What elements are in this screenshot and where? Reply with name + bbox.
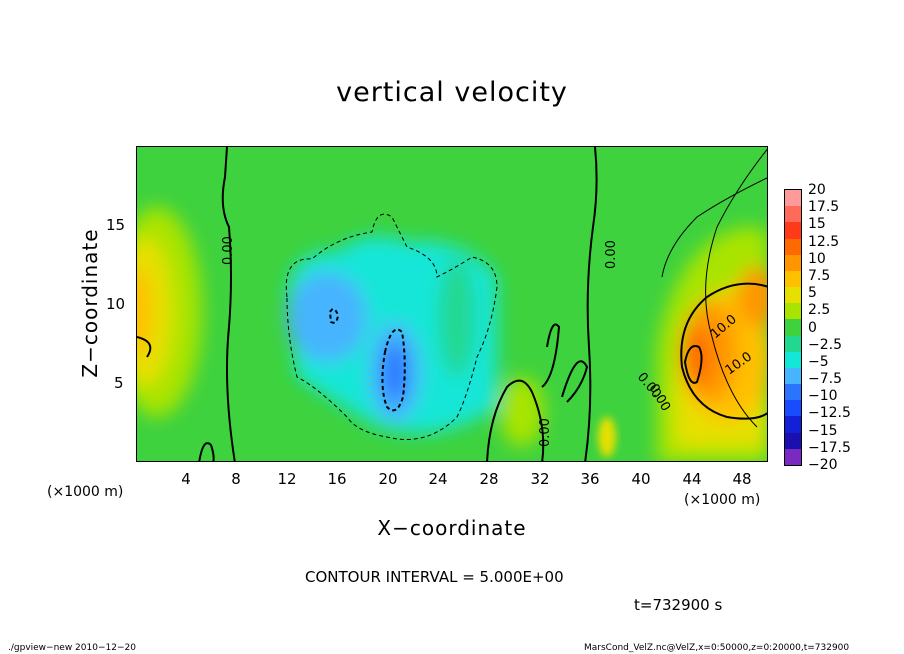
negative-contour-outer xyxy=(285,213,498,440)
x-tick-label: 16 xyxy=(327,470,347,488)
downdraft-right-lobe xyxy=(439,257,475,377)
zero-contour-right xyxy=(584,147,598,461)
zero-contour-left xyxy=(221,147,236,461)
x-tick-label: 20 xyxy=(378,470,398,488)
colorbar-label: 2.5 xyxy=(808,302,831,319)
colorbar-segment xyxy=(785,270,801,288)
x-tick-label: 28 xyxy=(479,470,499,488)
zero-contour-left-edge xyxy=(137,336,152,358)
contour-right-outer xyxy=(705,148,767,428)
footer-file-info: MarsCond_VelZ.nc@VelZ,x=0:50000,z=0:2000… xyxy=(584,643,850,653)
plot-area: 0.00 0.00 0.00 0.00 0.00 10.0 10.0 xyxy=(136,146,768,462)
colorbar-label: −2.5 xyxy=(808,336,842,353)
colorbar-segment xyxy=(785,351,801,369)
colorbar-label: −17.5 xyxy=(808,439,851,456)
negative-contour-small xyxy=(328,308,340,324)
colorbar-segment xyxy=(785,416,801,434)
colorbar-segment xyxy=(785,190,801,207)
y-tick-label: 5 xyxy=(114,374,124,392)
velocity-heatmap: 0.00 0.00 0.00 0.00 0.00 10.0 10.0 xyxy=(137,147,767,461)
colorbar-segment xyxy=(785,303,801,320)
contour-label-2: 0.00 xyxy=(604,240,619,269)
contour-interval-text: CONTOUR INTERVAL = 5.000E+00 xyxy=(305,568,564,586)
zero-contour-bottom xyxy=(198,442,215,461)
x-unit-label-left: (×1000 m) xyxy=(47,484,124,500)
colorbar-segment xyxy=(785,206,801,223)
contour-5-upper xyxy=(661,177,767,278)
colorbar-label: 20 xyxy=(808,182,826,198)
right-edge-warm xyxy=(737,267,767,327)
y-tick-label: 10 xyxy=(106,295,126,313)
colorbar-label: −20 xyxy=(808,457,838,473)
colorbar-label: −12.5 xyxy=(808,405,851,422)
colorbar-label: −5 xyxy=(808,353,829,370)
left-updraft-core xyxy=(137,267,152,357)
colorbar-segment xyxy=(785,448,801,466)
x-tick-label: 24 xyxy=(428,470,448,488)
x-tick-label: 12 xyxy=(277,470,297,488)
colorbar-label: 7.5 xyxy=(808,267,831,284)
colorbar-label: 15 xyxy=(808,216,826,233)
colorbar-segment xyxy=(785,287,801,304)
zero-contour-35 xyxy=(561,360,589,403)
contour-10-outer xyxy=(680,282,767,420)
y-axis-label: Z−coordinate xyxy=(78,228,102,378)
downdraft-core xyxy=(383,342,407,402)
x-tick-label: 48 xyxy=(732,470,752,488)
colorbar-label: 10 xyxy=(808,250,826,267)
colorbar-segment xyxy=(785,222,801,240)
x-tick-label: 40 xyxy=(631,470,651,488)
x-axis-label: X−coordinate xyxy=(377,516,527,540)
x-tick-label: 4 xyxy=(181,470,191,488)
x-tick-label: 36 xyxy=(580,470,600,488)
colorbar-label: 17.5 xyxy=(808,199,840,216)
colorbar-segment xyxy=(785,367,801,385)
x-tick-label: 44 xyxy=(682,470,702,488)
colorbar-label: 0 xyxy=(808,319,817,336)
colorbar-segment xyxy=(785,319,801,337)
x-unit-label-right: (×1000 m) xyxy=(684,492,761,508)
x-tick-label: 32 xyxy=(530,470,550,488)
colorbar-segment xyxy=(785,432,801,450)
colorbar-segment xyxy=(785,400,801,417)
colorbar-label: −7.5 xyxy=(808,371,842,388)
x-tick-label: 8 xyxy=(231,470,241,488)
colorbar-label: 12.5 xyxy=(808,233,840,250)
time-stamp: t=732900 s xyxy=(634,596,723,614)
colorbar-segment xyxy=(785,335,801,353)
contour-10-core xyxy=(683,345,703,384)
zero-contour-31 xyxy=(486,379,545,461)
footer-program-date: ./gpview−new 2010−12−20 xyxy=(8,643,136,653)
chart-title: vertical velocity xyxy=(336,77,568,108)
colorbar-segment xyxy=(785,384,801,401)
contour-label-1: 0.00 xyxy=(221,236,236,265)
colorbar-label: 5 xyxy=(808,285,817,302)
small-updraft-38 xyxy=(598,417,616,457)
contour-label-3: 0.00 xyxy=(538,418,553,447)
downdraft-left-lobe xyxy=(287,272,367,362)
colorbar xyxy=(784,189,802,466)
colorbar-label: −15 xyxy=(808,422,838,439)
colorbar-label: −10 xyxy=(808,388,838,405)
negative-contour-core xyxy=(381,328,406,412)
right-updraft-core xyxy=(683,329,711,385)
left-updraft-mid xyxy=(137,237,173,387)
colorbar-segment xyxy=(785,238,801,256)
zero-contour-33 xyxy=(541,323,561,388)
colorbar-segment xyxy=(785,254,801,272)
y-tick-label: 15 xyxy=(106,216,126,234)
